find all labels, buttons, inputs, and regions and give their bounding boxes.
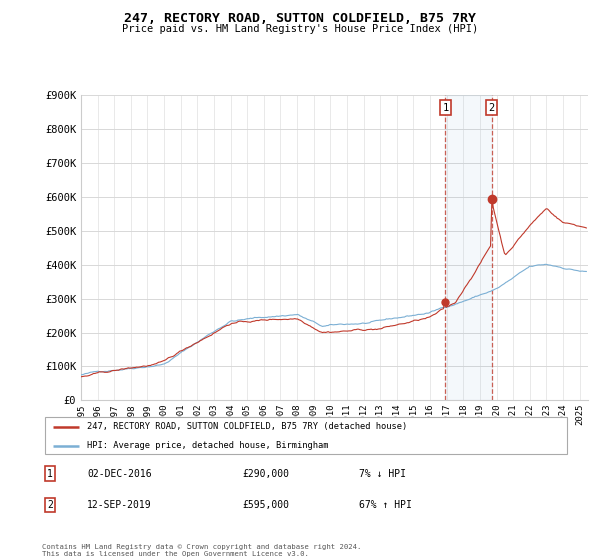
Text: 1: 1 xyxy=(47,469,53,479)
Text: 1: 1 xyxy=(442,103,449,113)
Text: £290,000: £290,000 xyxy=(242,469,290,479)
Text: 02-DEC-2016: 02-DEC-2016 xyxy=(87,469,152,479)
Text: 247, RECTORY ROAD, SUTTON COLDFIELD, B75 7RY (detached house): 247, RECTORY ROAD, SUTTON COLDFIELD, B75… xyxy=(87,422,407,432)
Text: 2: 2 xyxy=(47,500,53,510)
Text: 12-SEP-2019: 12-SEP-2019 xyxy=(87,500,152,510)
Text: 67% ↑ HPI: 67% ↑ HPI xyxy=(359,500,412,510)
Text: Contains HM Land Registry data © Crown copyright and database right 2024.
This d: Contains HM Land Registry data © Crown c… xyxy=(42,544,361,557)
Text: £595,000: £595,000 xyxy=(242,500,290,510)
Bar xyxy=(445,95,491,400)
Text: 247, RECTORY ROAD, SUTTON COLDFIELD, B75 7RY: 247, RECTORY ROAD, SUTTON COLDFIELD, B75… xyxy=(124,12,476,25)
Text: HPI: Average price, detached house, Birmingham: HPI: Average price, detached house, Birm… xyxy=(87,441,328,450)
Text: 7% ↓ HPI: 7% ↓ HPI xyxy=(359,469,406,479)
FancyBboxPatch shape xyxy=(44,417,568,454)
Text: Price paid vs. HM Land Registry's House Price Index (HPI): Price paid vs. HM Land Registry's House … xyxy=(122,24,478,34)
Text: 2: 2 xyxy=(488,103,495,113)
